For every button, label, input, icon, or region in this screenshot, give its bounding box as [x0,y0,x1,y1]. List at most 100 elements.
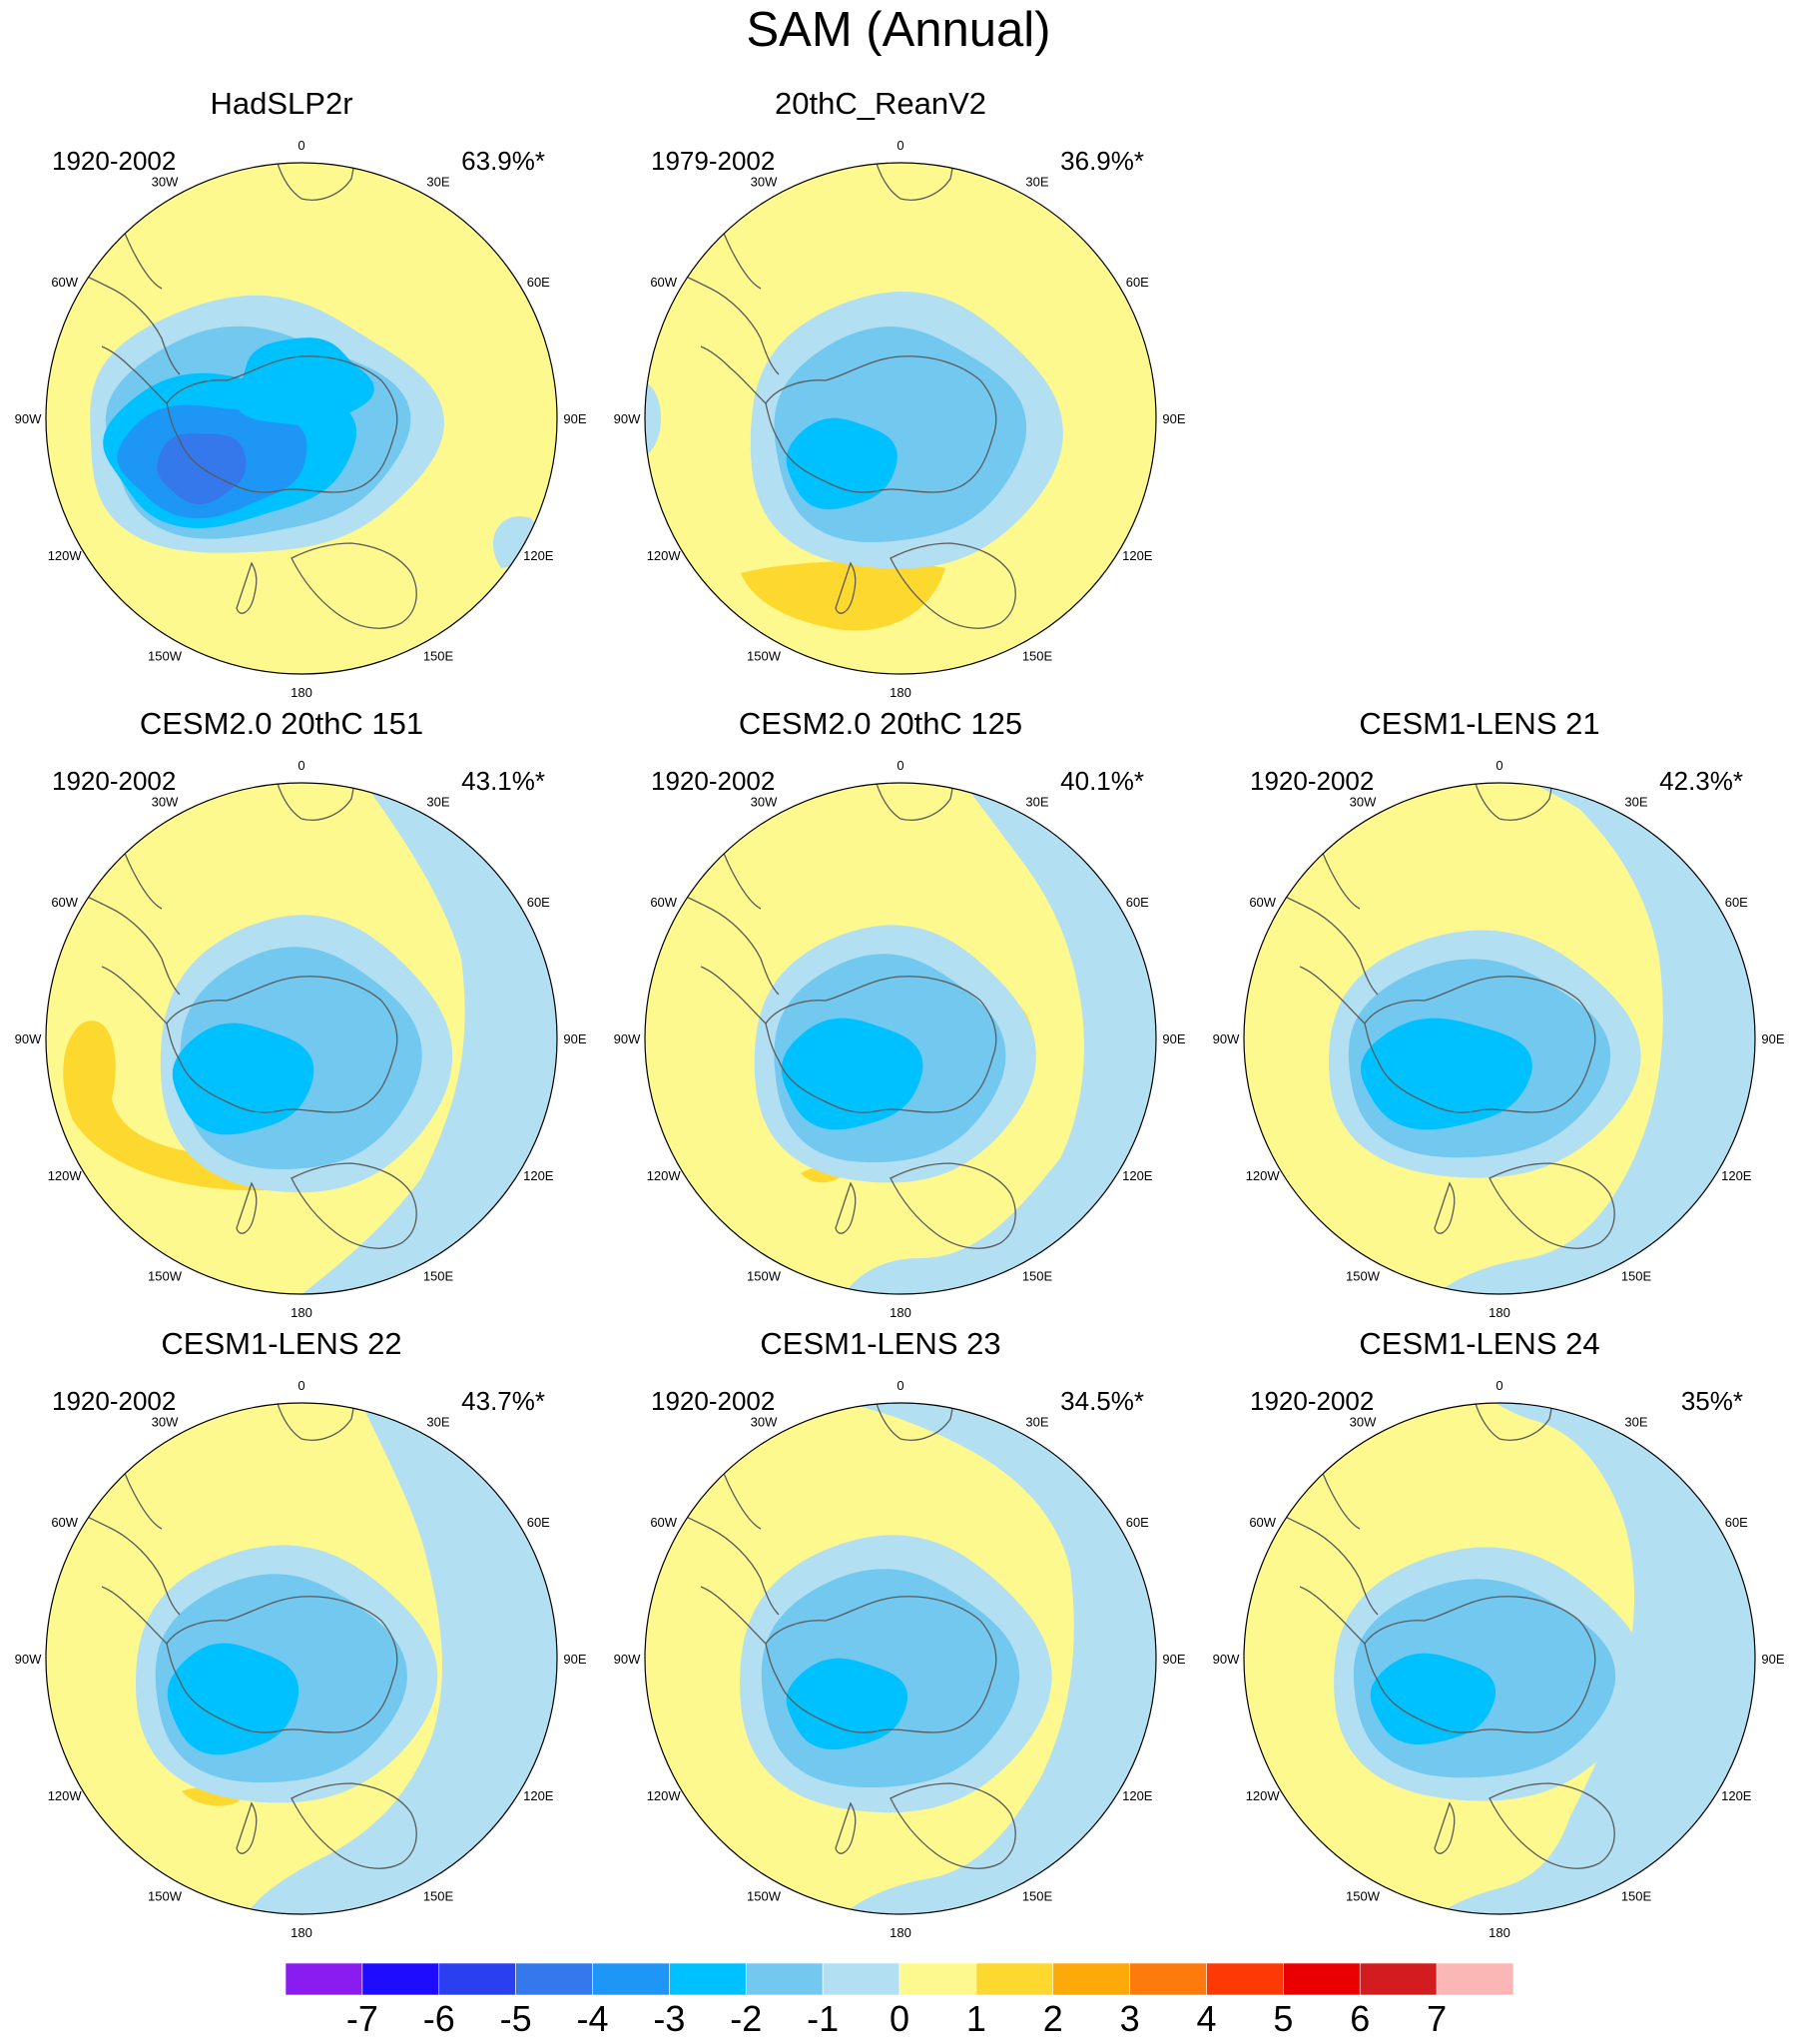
coastline [870,783,954,821]
longitude-label: 60E [1725,895,1748,910]
colorbar-swatch [1359,1963,1438,1995]
longitude-label: 90W [614,411,641,426]
colorbar-tick-label: -6 [422,1998,455,2039]
map-boundary [1243,1402,1756,1915]
polar-map: 0 30E 60E 90E 120E 150E 180 150W 120W 90W 60W 30W [1213,758,1785,1317]
coastline [700,966,767,1024]
period-label: 1920-2002 [52,146,177,176]
longitude-label: 120E [1721,1788,1752,1803]
map-boundary [644,162,1157,675]
map-panel: 0 30E 60E 90E 120E 150E 180 150W 120W 90W 60W 30W CE… [605,1326,1204,1937]
variance-explained: 40.1%* [1060,766,1144,796]
panel-title: CESM1-LENS 22 [161,1326,402,1361]
longitude-label: 150E [423,1888,454,1903]
coastline [236,1181,258,1234]
coastline [1434,1181,1456,1234]
coastline [1489,1162,1615,1249]
map-boundary [1243,782,1756,1295]
variance-explained: 36.9%* [1060,146,1144,176]
coastline [291,1162,417,1249]
colorbar-swatch [1283,1963,1361,1995]
coastline [236,1801,258,1854]
longitude-label: 90W [1213,1031,1240,1046]
longitude-label: 90W [15,1031,42,1046]
longitude-label: 90E [563,1031,586,1046]
variance-explained: 63.9%* [461,146,545,176]
period-label: 1920-2002 [651,766,776,796]
longitude-label: 150E [1621,1268,1652,1283]
colorbar [286,1963,1513,1995]
longitude-label: 30W [751,795,778,810]
longitude-label: 60W [51,895,78,910]
polar-low-contour [157,433,247,505]
longitude-label: 180 [1489,1305,1510,1317]
map-boundary [644,1402,1157,1915]
longitude-label: 90W [1213,1652,1240,1667]
longitude-label: 0 [298,138,304,153]
longitude-label: 150E [423,648,454,663]
map-panel: 0 30E 60E 90E 120E 150E 180 150W 120W 90W 60W 30W CE… [6,1326,605,1937]
longitude-label: 90E [1162,1652,1185,1667]
longitude-label: 150W [1346,1888,1381,1903]
variance-explained: 42.3%* [1659,766,1743,796]
longitude-label: 60W [650,1515,677,1530]
positive-anomaly-region [63,1021,372,1191]
polar-map: 0 30E 60E 90E 120E 150E 180 150W 120W 90W 60W 30W [614,138,1186,697]
longitude-label: 30E [1624,1415,1647,1430]
panel-title: CESM1-LENS 21 [1359,706,1600,741]
longitude-label: 60E [1725,1515,1748,1530]
variance-explained: 43.1%* [461,766,545,796]
negative-anomaly-region [1400,783,1755,1294]
period-label: 1920-2002 [1250,1386,1375,1416]
longitude-label: 60W [650,275,677,290]
polar-map: 0 30E 60E 90E 120E 150E 180 150W 120W 90W 60W 30W [15,758,587,1317]
longitude-label: 60W [1249,895,1276,910]
colorbar-swatch [1052,1963,1130,1995]
longitude-label: 120W [48,1168,83,1183]
longitude-label: 120E [523,548,554,563]
longitude-label: 60E [527,895,550,910]
longitude-label: 150W [148,1888,183,1903]
colorbar-tick-label: 7 [1427,1998,1448,2039]
colorbar-tick-label: 2 [1042,1998,1063,2039]
coastline [166,355,398,493]
colorbar-tick-label: 1 [965,1998,986,2039]
panel-title: HadSLP2r [210,86,353,121]
polar-low-contour [786,1658,908,1750]
colorbar-tick-label: 5 [1273,1998,1294,2039]
colorbar-tick-label: -3 [653,1998,686,2039]
longitude-label: 90E [1761,1652,1784,1667]
colorbar-swatch [515,1963,593,1995]
longitude-label: 120E [1122,1168,1153,1183]
longitude-label: 30W [1350,795,1377,810]
coastline [765,355,997,493]
coastline [271,1403,355,1441]
coastline [1434,1801,1456,1854]
map-panel: 0 30E 60E 90E 120E 150E 180 150W 120W 90W 60W 30W 20… [605,86,1204,697]
longitude-label: 60W [650,895,677,910]
longitude-label: 180 [291,1925,312,1937]
coastline [236,561,258,614]
longitude-label: 30E [426,175,449,190]
coastline [700,1586,767,1645]
longitude-label: 120E [1721,1168,1752,1183]
longitude-label: 60E [1126,1515,1149,1530]
coastline [1364,976,1596,1113]
coastline [291,542,417,629]
map-boundary [45,1402,558,1915]
longitude-label: 180 [291,685,312,697]
longitude-label: 180 [890,1305,911,1317]
longitude-label: 60W [51,275,78,290]
coastline [1489,1782,1615,1869]
longitude-label: 90E [563,411,586,426]
longitude-label: 60W [1249,1515,1276,1530]
colorbar-swatch [361,1963,440,1995]
longitude-label: 90W [614,1652,641,1667]
longitude-label: 30W [152,175,179,190]
panel-title: CESM1-LENS 24 [1359,1326,1600,1361]
negative-anomaly-region [1390,1403,1755,1914]
longitude-label: 60E [1126,895,1149,910]
coastline [765,976,997,1113]
period-label: 1920-2002 [52,766,177,796]
map-panel: 0 30E 60E 90E 120E 150E 180 150W 120W 90W 60W 30W CE… [6,706,605,1317]
